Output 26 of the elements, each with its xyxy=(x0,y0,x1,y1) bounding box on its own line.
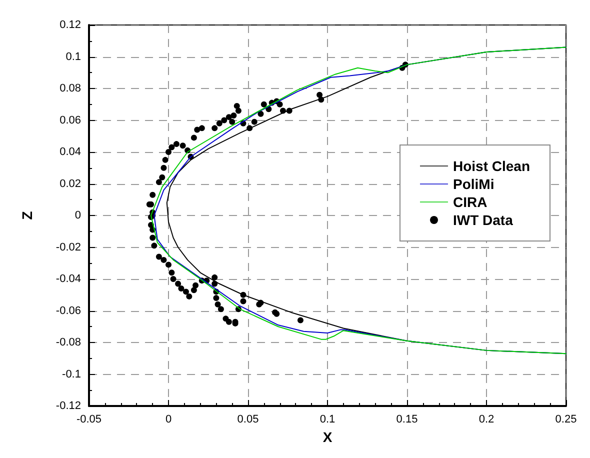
y-tick-label: 0.12 xyxy=(60,19,81,31)
y-tick-label: 0.02 xyxy=(60,178,81,190)
y-tick-label: -0.04 xyxy=(56,273,81,285)
y-tick-label: -0.06 xyxy=(56,304,81,317)
y-tick-label: 0.08 xyxy=(60,82,81,94)
y-tick-label: -0.12 xyxy=(56,400,81,412)
x-axis-title: X xyxy=(322,428,333,445)
legend-label: CIRA xyxy=(452,194,488,210)
y-tick-label: -0.02 xyxy=(56,241,81,254)
legend-label: Hoist Clean xyxy=(452,158,530,174)
x-tick-label: 0.1 xyxy=(320,414,336,426)
x-tick-label: -0.05 xyxy=(76,414,102,426)
y-tick-label: 0.1 xyxy=(66,50,81,63)
x-tick-label: 0.15 xyxy=(396,414,418,426)
y-tick-label: 0.04 xyxy=(60,146,81,158)
x-tick-label: 0 xyxy=(165,414,172,426)
y-axis-title: Z xyxy=(19,210,35,220)
y-tick-label: -0.1 xyxy=(62,368,81,380)
y-tick-label: 0.06 xyxy=(60,114,81,126)
y-tick-label: -0.08 xyxy=(56,336,81,348)
x-tick-label: 0.25 xyxy=(555,414,577,426)
legend-label: IWT Data xyxy=(452,212,514,228)
x-tick-label: 0.05 xyxy=(237,414,259,426)
legend-label: PoliMi xyxy=(452,176,494,192)
y-tick-label: 0 xyxy=(74,210,81,222)
x-tick-label: 0.2 xyxy=(478,414,494,426)
